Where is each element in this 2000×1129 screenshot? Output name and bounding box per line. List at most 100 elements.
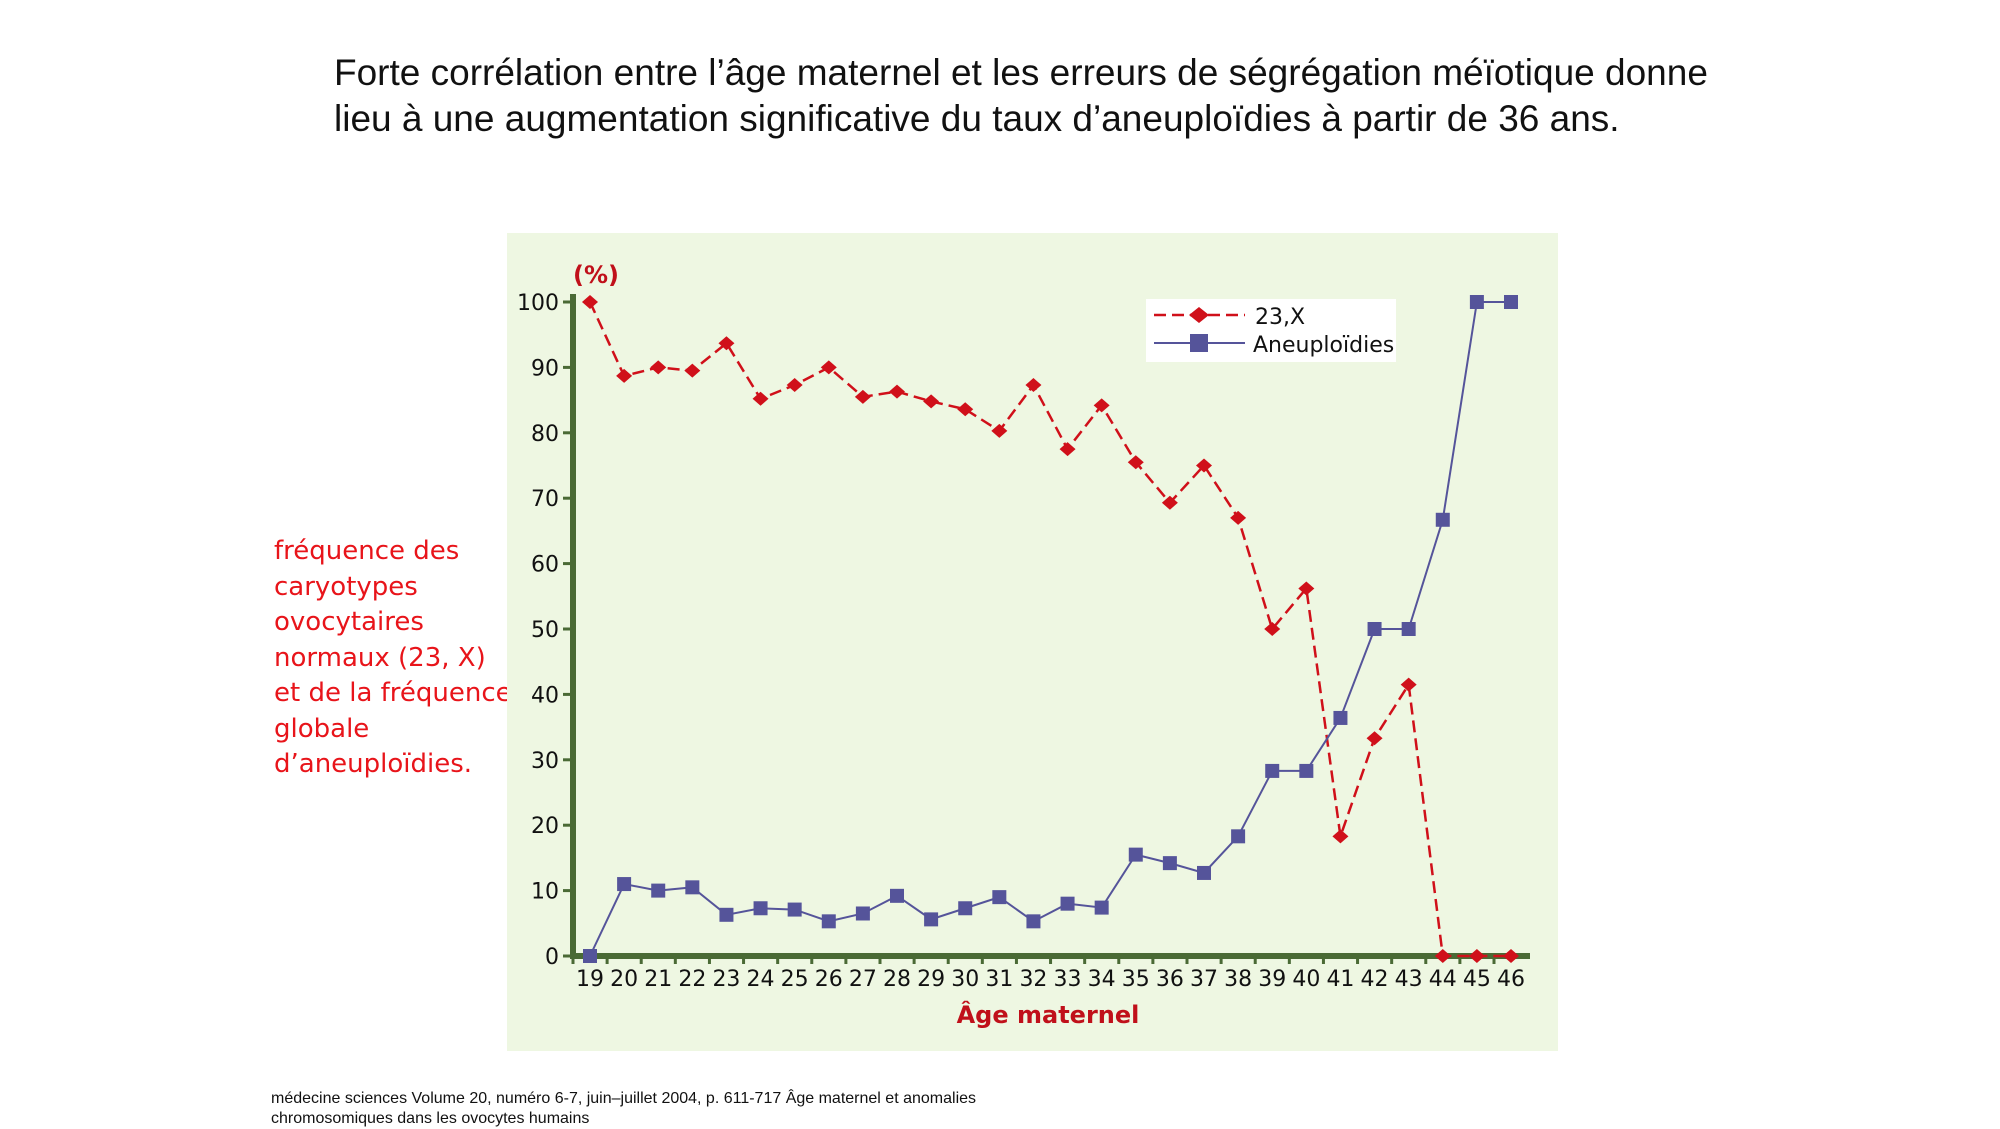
data-point-23x [616,368,633,383]
y-tick-label: 80 [531,422,559,447]
x-tick-label: 45 [1463,967,1491,992]
data-point-23x [889,384,905,399]
data-point-23x [1127,455,1144,470]
x-tick-label: 44 [1429,967,1457,992]
data-point-23x [1059,442,1076,457]
data-point-23x [1196,458,1212,473]
x-tick-label: 46 [1497,967,1525,992]
x-tick-label: 35 [1122,967,1150,992]
data-point-23x [752,391,769,406]
data-point-aneuploidies [1265,763,1280,778]
data-point-aneuploidies [1231,829,1246,844]
data-point-aneuploidies [924,912,939,927]
legend-marker-diamond [1189,307,1209,323]
y-tick-label: 50 [531,618,559,643]
data-point-23x [786,378,803,393]
data-point-23x [582,295,598,309]
data-point-23x [1093,398,1110,413]
data-point-23x [923,394,940,409]
data-point-23x [1434,949,1451,963]
data-point-23x [991,423,1008,438]
data-point-aneuploidies [1128,847,1143,862]
data-point-23x [1025,378,1042,393]
data-point-aneuploidies [1094,900,1109,915]
data-point-aneuploidies [719,907,734,922]
y-tick-label: 30 [531,749,559,774]
y-tick-label: 0 [545,945,559,970]
y-axis-label: (%) [573,261,619,289]
data-point-23x [957,402,974,417]
x-tick-label: 27 [849,967,877,992]
data-point-23x [650,360,667,375]
legend-marker-square [1190,334,1208,352]
data-point-23x [1503,949,1519,963]
data-point-23x [1400,677,1417,692]
x-tick-label: 22 [678,967,706,992]
data-point-23x [684,363,701,378]
legend: 23,X Aneuploïdies [1146,299,1396,362]
y-tick-label: 100 [517,291,559,316]
data-point-aneuploidies [1060,896,1075,911]
y-tick-label: 90 [531,356,559,381]
x-tick-label: 41 [1326,967,1354,992]
x-tick-label: 31 [985,967,1013,992]
data-point-aneuploidies [1026,914,1041,929]
series-line-0 [588,301,1511,958]
x-tick-label: 34 [1088,967,1116,992]
data-point-aneuploidies [685,880,700,895]
x-tick-label: 24 [747,967,775,992]
x-tick-label: 40 [1292,967,1320,992]
data-point-aneuploidies [1367,622,1382,636]
x-tick-label: 19 [576,967,604,992]
x-tick-label: 28 [883,967,911,992]
data-point-23x [1298,581,1315,596]
y-tick-label: 20 [531,814,559,839]
data-point-23x [820,360,837,375]
data-point-aneuploidies [1504,295,1518,309]
data-point-aneuploidies [958,901,973,916]
y-tick-label: 60 [531,553,559,578]
y-tick-label: 70 [531,487,559,512]
y-tick-label: 40 [531,683,559,708]
data-point-23x [854,389,871,404]
x-tick-label: 32 [1019,967,1047,992]
data-point-23x [1332,829,1349,844]
data-point-aneuploidies [1197,865,1211,880]
x-axis-label: Âge maternel [957,1000,1140,1029]
x-tick-label: 21 [644,967,672,992]
legend-label-aneuploidies: Aneuploïdies [1253,333,1394,358]
legend-label-23x: 23,X [1255,305,1305,330]
x-tick-label: 42 [1361,967,1389,992]
x-tick-label: 36 [1156,967,1184,992]
data-point-aneuploidies [1162,856,1177,871]
data-point-aneuploidies [890,888,904,903]
slide-title: Forte corrélation entre l’âge maternel e… [334,52,1708,139]
data-point-aneuploidies [1333,710,1348,725]
legend-box [1146,299,1396,362]
data-point-aneuploidies [1435,512,1450,527]
data-point-aneuploidies [651,883,666,898]
x-tick-label: 29 [917,967,945,992]
side-note: fréquence des caryotypes ovocytaires nor… [274,536,512,779]
x-tick-label: 20 [610,967,638,992]
x-tick-label: 38 [1224,967,1252,992]
data-point-23x [1161,495,1178,510]
data-point-aneuploidies [992,890,1007,905]
data-point-23x [1468,949,1485,963]
x-tick-label: 37 [1190,967,1218,992]
data-point-23x [1264,622,1281,636]
data-point-23x [1366,731,1383,746]
citation: médecine sciences Volume 20, numéro 6-7,… [271,1090,977,1127]
data-point-aneuploidies [855,906,870,921]
data-point-aneuploidies [753,901,768,916]
x-tick-label: 25 [781,967,809,992]
data-point-aneuploidies [821,914,836,929]
data-point-aneuploidies [1401,622,1416,636]
x-tick-label: 26 [815,967,843,992]
x-tick-label: 43 [1395,967,1423,992]
x-tick-label: 33 [1054,967,1082,992]
data-point-23x [1230,510,1247,525]
data-point-23x [718,336,735,351]
data-point-aneuploidies [1469,295,1484,309]
